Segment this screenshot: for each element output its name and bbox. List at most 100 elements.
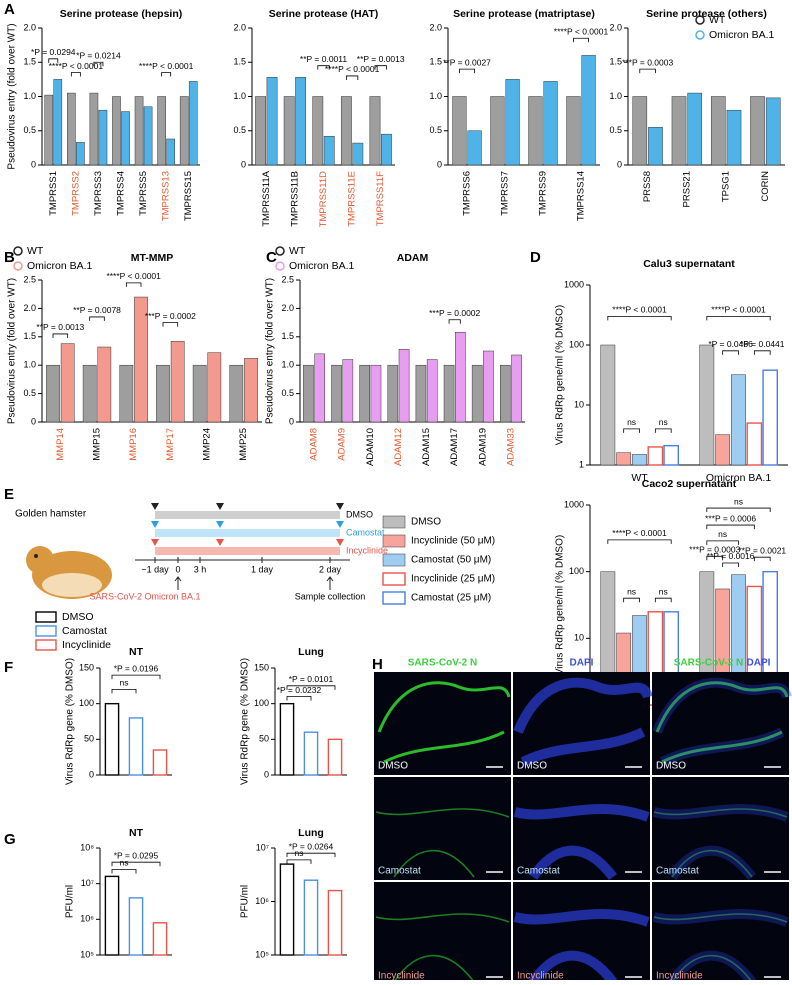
legend-marker [275,261,285,271]
legend-label: DMSO [411,517,441,528]
bar [179,96,189,166]
y-tick-label: 2.0 [23,22,36,32]
y-axis-label: PFU/ml [240,885,251,918]
significance-label: ****P < 0.0001 [325,64,380,74]
bar [648,127,663,166]
significance-label: ***P = 0.0003 [689,545,740,555]
y-tick-label: 2.0 [23,303,36,313]
chart-title: Serine protease (others) [646,8,767,20]
significance-bracket [706,540,739,545]
chart-title: Serine protease (matriptase) [453,8,595,20]
x-tick-label: ADAM33 [505,428,516,466]
bar [143,106,153,166]
y-tick-label: 2.0 [609,22,622,32]
y-tick-label: 10⁸ [80,842,94,852]
y-tick-label: 150 [79,662,94,672]
bar [632,454,647,466]
bar [471,364,483,423]
y-tick-label: 10 [574,399,584,409]
schedule-diagram: Golden hamster DMSO Camostat Incyclinide… [15,503,388,601]
y-tick-label: 1.5 [281,331,294,341]
significance-bracket [286,852,336,858]
tissue-signal [375,913,510,983]
y-tick-label: 0.5 [23,388,36,398]
bar [581,55,596,166]
bar [128,717,144,776]
significance-label: ns [627,417,636,427]
significance-bracket [111,861,161,867]
column-header: DAPI [570,658,594,669]
significance-bracket [706,524,755,530]
bar [104,702,120,776]
significance-label: *P = 0.0232 [277,685,322,695]
hamster [26,546,54,574]
x-tick-label: TMPRSS11F [375,171,386,226]
row-label: Incyclinide [517,971,564,980]
x-tick-label: TMPRSS11E [347,171,358,227]
bar [398,349,410,423]
significance-label: *P = 0.0295 [114,850,159,860]
treatment-bar [155,547,340,555]
y-tick-label: 10⁵ [80,949,94,959]
y-tick-label: 0 [31,159,36,169]
infection-label: SARS-CoV-2 Omicron BA.1 [89,591,200,601]
bar [98,109,108,166]
bar [128,897,144,956]
significance-bracket [52,333,69,338]
animal-label: Golden hamster [15,509,87,520]
significance-label: *P = 0.0294 [31,47,76,57]
significance-bracket [722,562,739,567]
time-label: 1 day [251,564,274,574]
legend-swatch [382,534,406,548]
significance-label: ****P < 0.0001 [554,27,609,37]
significance-label: ****P < 0.0001 [106,271,161,281]
bar [616,452,632,466]
significance-bracket [448,319,461,324]
legend-label: DMSO [62,611,94,623]
y-tick-label: 1.0 [429,91,442,101]
legend-label: Omicron BA.1 [289,260,355,272]
chart-title: Serine protease (hepsin) [60,8,183,20]
y-tick-label: 1000 [564,499,584,509]
row-label: DMSO [378,761,408,772]
legend-marker [275,246,285,256]
significance-bracket [48,58,59,63]
y-tick-label: 10⁶ [255,896,269,906]
bar [699,344,715,466]
y-tick-label: 100 [254,698,269,708]
legend-swatch [35,639,57,651]
y-tick-label: 1.0 [23,360,36,370]
bar [323,135,335,166]
significance-bracket [753,350,771,355]
y-axis-label: Virus RdRp gene (% DMSO) [65,658,76,785]
significance-bracket [286,685,336,690]
bar [170,341,185,423]
bar [152,922,168,956]
x-tick-label: ADAM8 [309,428,320,461]
y-axis-label: Virus RdRp gene/ml (% DMSO) [555,535,566,675]
x-tick-label: ADAM15 [421,428,432,466]
row-label: DMSO [517,761,547,772]
legend-label: WT [27,245,44,257]
significance-label: *P = 0.0196 [114,663,159,673]
chart-title: NT [129,827,144,839]
y-tick-label: 150 [254,662,269,672]
x-tick-label: TMPRSS11D [318,171,329,227]
y-tick-label: 0.5 [429,125,442,135]
significance-label: **P = 0.0013 [36,322,84,332]
significance-bracket [89,316,105,321]
chart-title: ADAM [397,252,429,264]
y-tick-label: 10⁶ [80,914,94,924]
bar [746,422,763,466]
legend-label: Omicron BA.1 [27,260,93,272]
bar [671,96,687,166]
bar [119,364,134,423]
significance-label: ns [734,496,743,506]
significance-bracket [654,428,672,433]
bar [710,96,726,166]
column-header: SARS-CoV-2 N [408,658,477,669]
significance-label: ***P = 0.0002 [429,308,480,318]
time-label: 2 day [319,564,342,574]
bar [303,731,319,776]
